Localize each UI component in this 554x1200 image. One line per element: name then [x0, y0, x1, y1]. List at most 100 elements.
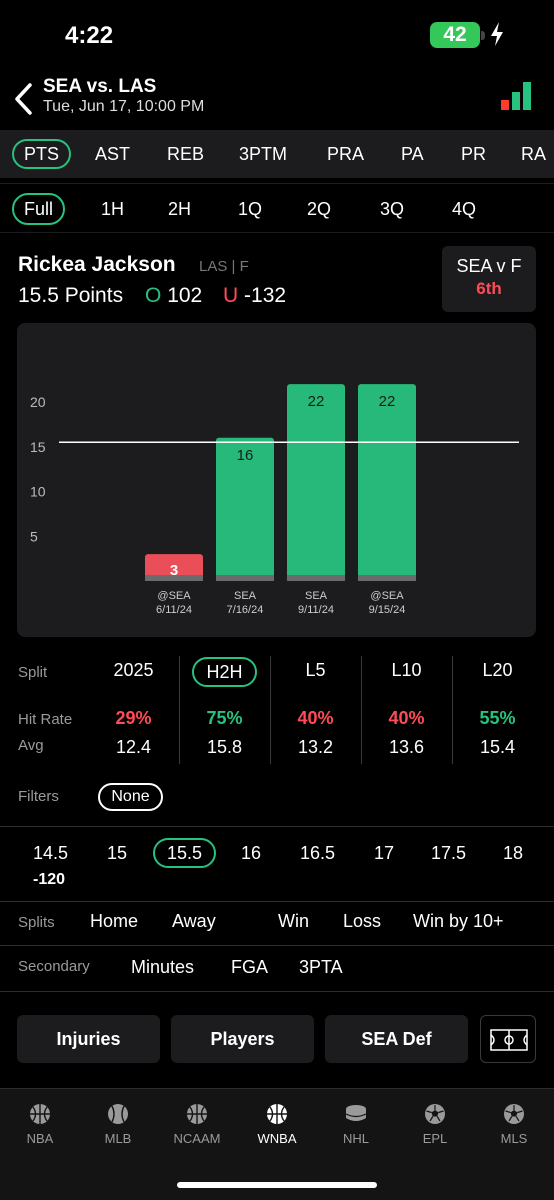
hockey-puck-icon [345, 1105, 367, 1121]
split-hit-rate: 40% [297, 708, 334, 728]
split-hit-rate: 29% [115, 708, 152, 728]
tab-reb[interactable]: REB [167, 144, 205, 164]
filters-button[interactable]: None [98, 783, 163, 811]
nav-mlb[interactable]: MLB [83, 1103, 153, 1146]
basketball-icon [30, 1104, 50, 1124]
bar-base [358, 575, 416, 581]
split-col-header: L5 [305, 660, 326, 680]
tab-3ptm[interactable]: 3PTM [239, 144, 288, 164]
split-col-header: L20 [482, 660, 513, 680]
split-avg: 12.4 [115, 737, 152, 757]
split-hit-rate: 55% [479, 708, 516, 728]
split-avg: 15.4 [479, 737, 516, 757]
matchup-rank: 6th [476, 279, 502, 298]
over-odds-value: 102 [167, 284, 203, 307]
prop-line: 15.5 Points [18, 284, 124, 307]
period-tab-2h[interactable]: 2H [168, 199, 192, 219]
line-option-selected[interactable]: 15.5 [153, 838, 217, 868]
hit-rate-label: Hit Rate [18, 711, 73, 728]
tab-pa[interactable]: PA [401, 144, 424, 164]
secondary-label: Secondary [18, 958, 90, 975]
nav-epl[interactable]: EPL [400, 1103, 470, 1146]
bar-value-label: 22 [379, 393, 396, 410]
x-tick-label: @SEA [370, 590, 404, 602]
player-team-position: LAS | F [199, 258, 249, 275]
line-option[interactable]: 17.5 [431, 843, 467, 863]
y-tick-label: 20 [30, 394, 46, 410]
nav-nba[interactable]: NBA [5, 1103, 75, 1146]
nav-mls[interactable]: MLS [479, 1103, 549, 1146]
soccer-ball-icon [504, 1104, 524, 1124]
battery-tip [481, 31, 485, 40]
line-option[interactable]: 17 [374, 843, 395, 863]
back-chevron-icon[interactable] [12, 82, 36, 116]
line-option[interactable]: 14.5 [33, 843, 69, 863]
split-col-header: H2H [192, 657, 257, 687]
charging-bolt-icon [491, 22, 503, 46]
over-odds[interactable]: O 102 [145, 284, 202, 308]
injuries-button[interactable]: Injuries [17, 1015, 160, 1063]
period-tab-1q[interactable]: 1Q [238, 199, 263, 219]
divider [452, 656, 453, 764]
split-home[interactable]: Home [90, 911, 139, 931]
nav-nhl[interactable]: NHL [321, 1103, 391, 1146]
secondary-row: Secondary Minutes FGA 3PTA [0, 946, 554, 992]
split-col-l5[interactable]: L5 40% 13.2 [270, 650, 361, 770]
period-tab-2q[interactable]: 2Q [307, 199, 332, 219]
secondary-fga[interactable]: FGA [231, 957, 269, 977]
court-view-button[interactable] [480, 1015, 536, 1063]
divider [361, 656, 362, 764]
over-symbol: O [145, 284, 162, 307]
line-option[interactable]: 16.5 [300, 843, 336, 863]
split-away[interactable]: Away [172, 911, 216, 931]
split-col-header: L10 [391, 660, 422, 680]
secondary-minutes[interactable]: Minutes [131, 957, 195, 977]
bar-base [145, 575, 203, 581]
line-option-odds: -120 [33, 871, 66, 888]
game-datetime: Tue, Jun 17, 10:00 PM [43, 98, 205, 115]
tab-pra[interactable]: PRA [327, 144, 365, 164]
split-win-by-10[interactable]: Win by 10+ [413, 911, 504, 931]
bar [287, 384, 345, 581]
tab-ast[interactable]: AST [95, 144, 131, 164]
signal-bars-icon[interactable] [500, 78, 534, 112]
split-loss[interactable]: Loss [343, 911, 382, 931]
soccer-ball-icon [425, 1104, 445, 1124]
bar-chart: 5 10 15 20 3 @SEA 6/11/24 16 SEA 7/16/24 22 SEA 9/11… [30, 384, 519, 616]
split-col-l20[interactable]: L20 55% 15.4 [452, 650, 543, 770]
nav-wnba[interactable]: WNBA [242, 1103, 312, 1146]
tab-pts[interactable]: PTS [12, 139, 72, 169]
tab-ra[interactable]: RA [521, 144, 547, 164]
split-col-h2h[interactable]: H2H 75% 15.8 [179, 650, 270, 770]
stat-tabs: PTS AST REB 3PTM PRA PA PR RA [0, 130, 554, 178]
y-tick-label: 15 [30, 439, 46, 455]
split-col-l10[interactable]: L10 40% 13.6 [361, 650, 452, 770]
x-tick-label: SEA [234, 590, 257, 602]
player-name: Rickea Jackson [18, 253, 176, 276]
matchup-rank-card[interactable]: SEA v F 6th [442, 246, 536, 312]
nav-label: EPL [422, 1131, 448, 1146]
stats-grid: Split Hit Rate Avg 2025 29% 12.4 H2H 75%… [0, 650, 554, 770]
game-title: SEA vs. LAS [43, 76, 157, 97]
secondary-3pta[interactable]: 3PTA [299, 957, 343, 977]
divider [270, 656, 271, 764]
line-option[interactable]: 18 [503, 843, 524, 863]
line-selector: 14.5 -120 15 15.5 16 16.5 17 17.5 18 [0, 826, 554, 902]
bottom-nav: NBA MLB NCAAM WNBA NHL [0, 1088, 554, 1200]
under-odds[interactable]: U -132 [223, 284, 286, 308]
period-tab-3q[interactable]: 3Q [380, 199, 405, 219]
period-tab-full[interactable]: Full [12, 193, 66, 225]
period-tab-4q[interactable]: 4Q [452, 199, 477, 219]
period-tab-1h[interactable]: 1H [101, 199, 125, 219]
sea-def-button[interactable]: SEA Def [325, 1015, 468, 1063]
split-col-header: 2025 [113, 660, 154, 680]
tab-pr[interactable]: PR [461, 144, 487, 164]
line-option[interactable]: 16 [241, 843, 262, 863]
split-col-2025[interactable]: 2025 29% 12.4 [88, 650, 179, 770]
split-win[interactable]: Win [278, 911, 309, 931]
x-tick-label: 7/16/24 [227, 604, 264, 616]
nav-ncaam[interactable]: NCAAM [162, 1103, 232, 1146]
line-option[interactable]: 15 [107, 843, 128, 863]
players-button[interactable]: Players [171, 1015, 314, 1063]
x-tick-label: 6/11/24 [156, 604, 192, 616]
